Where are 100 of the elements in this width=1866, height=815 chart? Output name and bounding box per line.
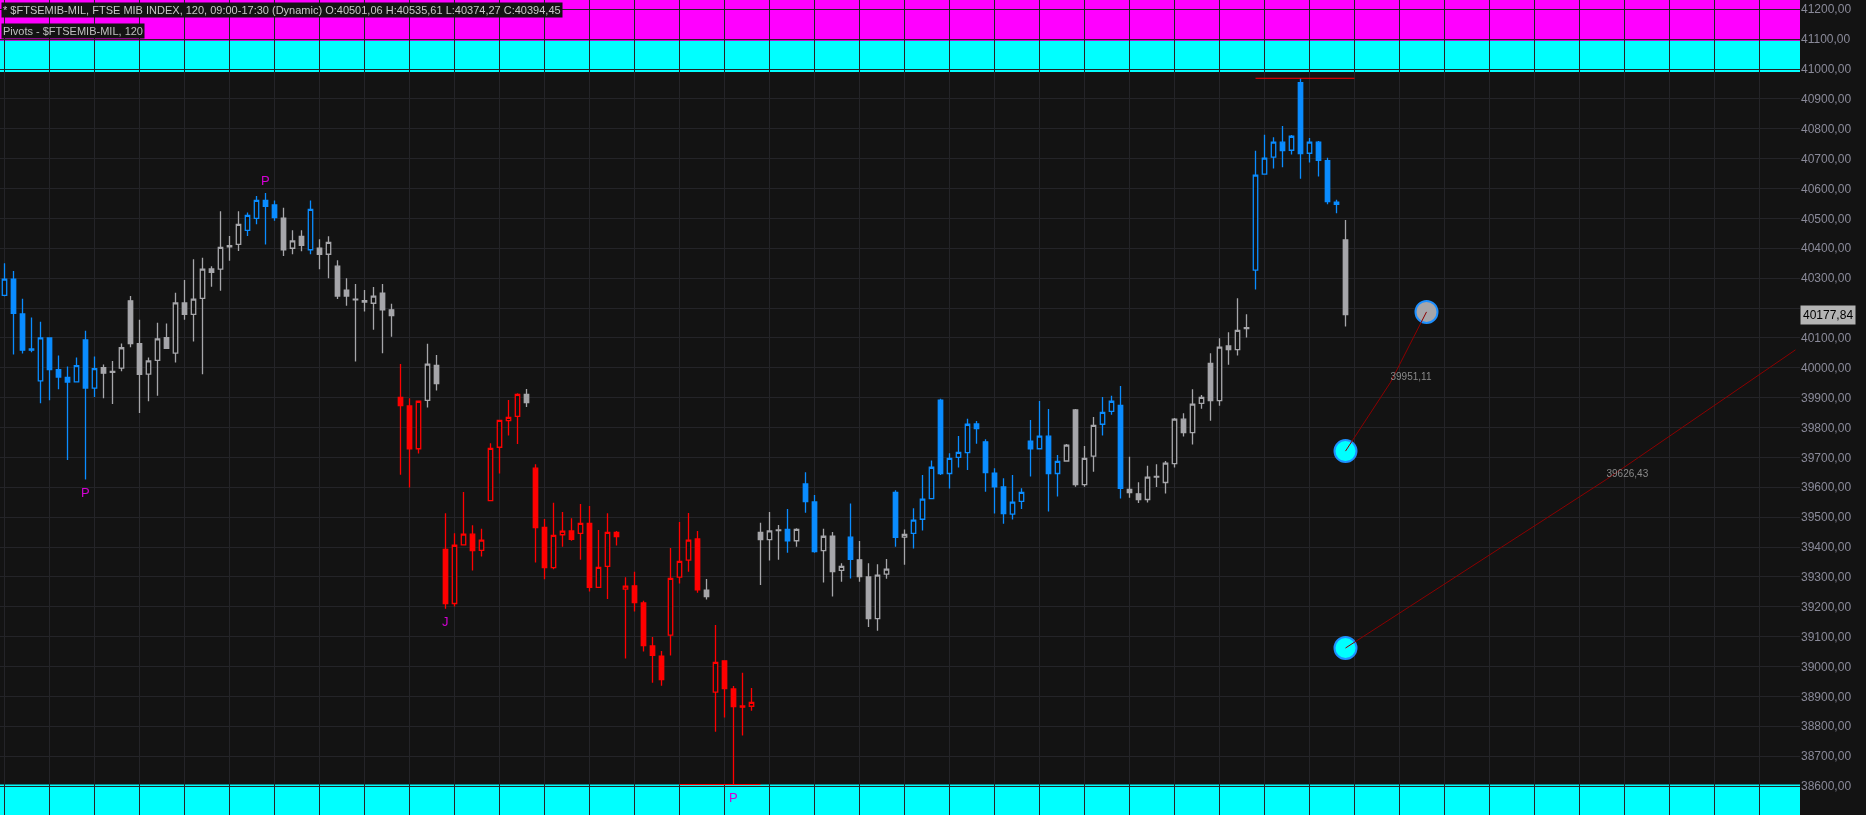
- candlestick: [757, 522, 764, 586]
- candlestick: [1045, 408, 1052, 513]
- y-tick-label: 40300,00: [1801, 271, 1852, 286]
- candlestick: [829, 531, 836, 598]
- candlestick: [667, 547, 674, 657]
- y-tick-label: 40100,00: [1801, 331, 1852, 346]
- candlestick: [1153, 463, 1160, 488]
- candlestick: [289, 229, 296, 255]
- candlestick: [406, 397, 413, 489]
- y-tick-label: 40600,00: [1801, 181, 1852, 196]
- candlestick: [1054, 454, 1061, 498]
- candlestick: [1234, 297, 1241, 357]
- candlestick: [91, 355, 98, 398]
- candlestick: [145, 356, 152, 402]
- y-tick-label: 40900,00: [1801, 92, 1852, 107]
- candlestick: [208, 265, 215, 288]
- candlestick: [181, 279, 188, 321]
- text: 40177,84: [1803, 308, 1854, 322]
- candlestick: [1279, 125, 1286, 168]
- candlestick: [775, 524, 782, 561]
- candlestick: [37, 321, 44, 404]
- chart-title: * $FTSEMIB-MIL, FTSE MIB INDEX, 120, 09:00-17:30 (Dynamic) O:40501,06 H:40535,61 L:40374,27 C:40394,45: [3, 4, 561, 16]
- candlestick: [739, 672, 746, 737]
- candlestick: [82, 330, 89, 481]
- candlestick: [973, 420, 980, 445]
- candlestick: [19, 298, 26, 355]
- y-tick-label: 39000,00: [1801, 659, 1852, 674]
- candlestick: [820, 528, 827, 584]
- candlestick: [1225, 331, 1232, 366]
- candlestick: [532, 463, 539, 564]
- y-tick-label: 40400,00: [1801, 241, 1852, 256]
- candlestick: [1036, 400, 1043, 450]
- candlestick: [298, 229, 305, 252]
- candlestick: [559, 511, 566, 548]
- candlestick: [802, 471, 809, 514]
- candlestick: [991, 467, 998, 515]
- point: [1333, 439, 1358, 464]
- y-tick-label: 38600,00: [1801, 779, 1852, 794]
- candlestick: [64, 365, 71, 461]
- candlestick: [433, 354, 440, 392]
- candlestick: [478, 528, 485, 558]
- candlestick: [235, 210, 242, 252]
- candlestick: [766, 511, 773, 562]
- candlestick: [910, 507, 917, 550]
- candlestick: [514, 392, 521, 445]
- y-tick-label: 40500,00: [1801, 211, 1852, 226]
- candlestick: [271, 199, 278, 222]
- candlestick: [631, 571, 638, 613]
- candlestick: [919, 474, 926, 532]
- candlestick: [1126, 456, 1133, 499]
- candlestick: [172, 292, 179, 364]
- candlestick: [469, 524, 476, 572]
- candlestick: [352, 283, 359, 363]
- candlestick: [154, 322, 161, 397]
- text: P: [729, 790, 738, 805]
- candlestick: [1297, 77, 1304, 180]
- candlestick: [982, 438, 989, 493]
- candlestick: [946, 452, 953, 490]
- candlestick: [604, 512, 611, 600]
- candlestick: [1018, 487, 1025, 510]
- candlestick: [1306, 137, 1313, 164]
- candlestick: [568, 517, 575, 542]
- candlestick: [1261, 134, 1268, 175]
- candlestick: [1162, 460, 1169, 495]
- y-tick-label: 39300,00: [1801, 570, 1852, 585]
- text: J: [442, 614, 449, 629]
- candlestick: [226, 235, 233, 262]
- candlestick: [109, 360, 116, 405]
- candlestick: [649, 636, 656, 684]
- candlestick: [784, 508, 791, 554]
- y-tick-label: 40700,00: [1801, 151, 1852, 166]
- candlestick: [1099, 396, 1106, 437]
- candlestick: [865, 562, 872, 628]
- candlestick: [1090, 416, 1097, 473]
- candlestick: [748, 687, 755, 712]
- candlestick: [838, 562, 845, 583]
- y-tick-label: 39100,00: [1801, 629, 1852, 644]
- candlestick: [370, 286, 377, 331]
- y-tick-label: 39500,00: [1801, 510, 1852, 525]
- candlestick: [874, 563, 881, 632]
- candlestick: [190, 258, 197, 343]
- text: Pivots - $FTSEMIB-MIL, 120: [3, 25, 143, 37]
- candlestick: [721, 660, 728, 719]
- candlestick: [280, 207, 287, 257]
- candlestick: [217, 210, 224, 292]
- candlestick: [10, 270, 17, 356]
- candlestick: [1207, 352, 1214, 422]
- candlestick: [613, 531, 620, 547]
- candlestick: [199, 257, 206, 375]
- candlestick: [847, 502, 854, 580]
- candlestick: [496, 419, 503, 475]
- candlestick: [1270, 136, 1277, 170]
- y-tick-label: 41100,00: [1801, 32, 1851, 47]
- candlestick: [1027, 419, 1034, 478]
- candlestick: [316, 238, 323, 270]
- candlestick: [550, 502, 557, 570]
- candlestick: [163, 322, 170, 350]
- y-tick-label: 40800,00: [1801, 121, 1852, 136]
- candlestick: [100, 363, 107, 399]
- candlestick: [262, 192, 269, 246]
